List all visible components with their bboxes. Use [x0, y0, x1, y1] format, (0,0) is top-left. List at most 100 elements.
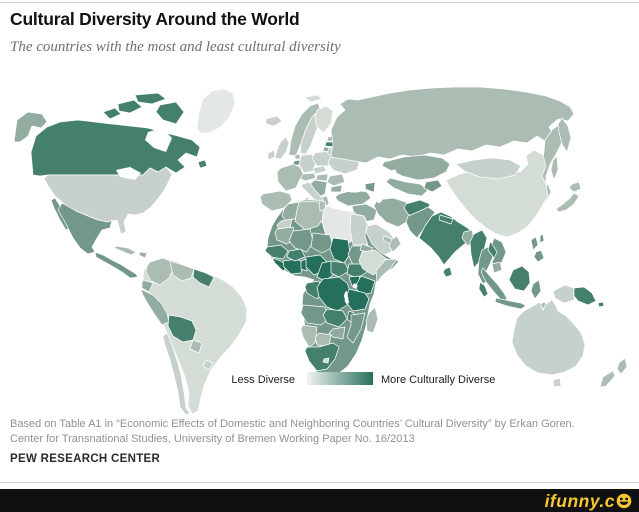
country-south-africa [304, 342, 340, 372]
country-madagascar [365, 306, 379, 334]
watermark-bar: ifunny.c [0, 489, 639, 512]
country-tasmania [552, 377, 562, 388]
country-new-britain [597, 301, 605, 308]
country-romania [326, 173, 346, 187]
country-sri-lanka [442, 266, 453, 278]
country-mali [288, 228, 314, 253]
country-canada-newfoundland [197, 159, 208, 169]
country-iceland [265, 115, 283, 127]
lake-aral-sea [391, 169, 397, 175]
country-sierra-liberia [271, 257, 289, 272]
country-benin-togo [300, 258, 308, 272]
country-russia [330, 86, 575, 164]
country-mexico [57, 202, 113, 255]
country-peru [140, 289, 170, 326]
country-ireland [267, 149, 276, 161]
legend-label-less: Less Diverse [231, 374, 295, 386]
country-uruguay [202, 359, 214, 371]
country-west-papua [552, 284, 575, 304]
country-borneo [508, 265, 531, 292]
country-drc [316, 276, 352, 312]
country-tanzania [344, 288, 370, 312]
country-paraguay [189, 339, 203, 354]
country-angola [300, 304, 330, 326]
country-lesotho [322, 357, 330, 364]
lake-great-lakes [116, 167, 141, 180]
country-mongolia [455, 157, 522, 180]
lake-victoria [352, 283, 358, 289]
country-nz-south [599, 370, 616, 388]
country-zambia [322, 308, 348, 328]
country-cuba [113, 245, 137, 256]
source-line-1: Based on Table A1 in “Economic Effects o… [10, 418, 575, 430]
country-belgium [292, 159, 301, 166]
country-nepal [438, 214, 454, 225]
country-sakhalin [550, 155, 559, 181]
legend-label-more: More Culturally Diverse [381, 374, 496, 386]
country-central-america [94, 251, 139, 279]
country-philippines-luzon [530, 236, 539, 251]
country-alaska [13, 111, 48, 143]
country-kazakhstan [381, 154, 451, 181]
country-egypt [349, 213, 369, 246]
country-central-asia [385, 177, 429, 197]
country-colombia [145, 257, 175, 286]
org-name: PEW RESEARCH CENTER [10, 453, 161, 465]
country-france [276, 163, 304, 192]
bottom-divider [0, 482, 639, 483]
country-venezuela [169, 260, 195, 282]
country-burkina [286, 248, 306, 262]
country-japan-hokkaido [568, 181, 582, 193]
lake-caspian-sea [374, 177, 384, 203]
country-netherlands [294, 153, 301, 160]
top-divider [0, 2, 639, 3]
country-bulgaria [330, 184, 343, 193]
country-norway [288, 102, 321, 157]
country-oman [388, 235, 402, 253]
country-finland [314, 105, 334, 134]
country-hispaniola [138, 251, 148, 259]
country-japan-honshu [555, 192, 580, 213]
ifunny-logo: ifunny.c [545, 491, 632, 512]
country-canada-arctic-1 [134, 92, 167, 105]
country-svalbard [304, 94, 323, 103]
country-greenland [196, 88, 236, 134]
page-subtitle: The countries with the most and least cu… [10, 39, 341, 55]
country-kamchatka [557, 117, 572, 153]
legend-gradient-bar [307, 372, 373, 385]
country-philippines-south [533, 249, 545, 263]
page-title: Cultural Diversity Around the World [10, 9, 300, 29]
country-niger [310, 232, 334, 254]
country-png [573, 286, 597, 306]
country-guyanas [192, 268, 215, 288]
country-uk [274, 136, 290, 160]
country-java [494, 297, 527, 310]
country-car [330, 260, 350, 278]
lake-black-sea [342, 181, 366, 193]
ifunny-smiley-icon [616, 493, 632, 512]
source-note: Based on Table A1 in “Economic Effects o… [10, 417, 620, 447]
country-nz-north [616, 357, 628, 375]
country-senegal-guinea [264, 244, 289, 260]
country-malaysia [478, 281, 489, 298]
country-australia [511, 299, 586, 376]
source-line-2: Center for Transnational Studies, Univer… [10, 433, 415, 445]
country-iran [373, 197, 413, 228]
country-sulawesi [530, 279, 542, 300]
country-canada [30, 119, 201, 177]
country-cambodia [491, 261, 503, 274]
country-kyrgyz-tajik [423, 179, 443, 193]
country-ecuador [141, 279, 154, 293]
lake-tanganyika [344, 291, 349, 304]
country-uae [382, 235, 393, 245]
country-czech [312, 165, 327, 175]
country-chile [162, 332, 191, 416]
country-hungary [315, 173, 329, 182]
country-canada-arctic-3 [102, 107, 122, 120]
country-taiwan [539, 233, 545, 244]
country-canada-baffin [155, 101, 185, 125]
ifunny-logo-text: ifunny.c [544, 491, 615, 511]
country-mozambique [346, 312, 366, 344]
